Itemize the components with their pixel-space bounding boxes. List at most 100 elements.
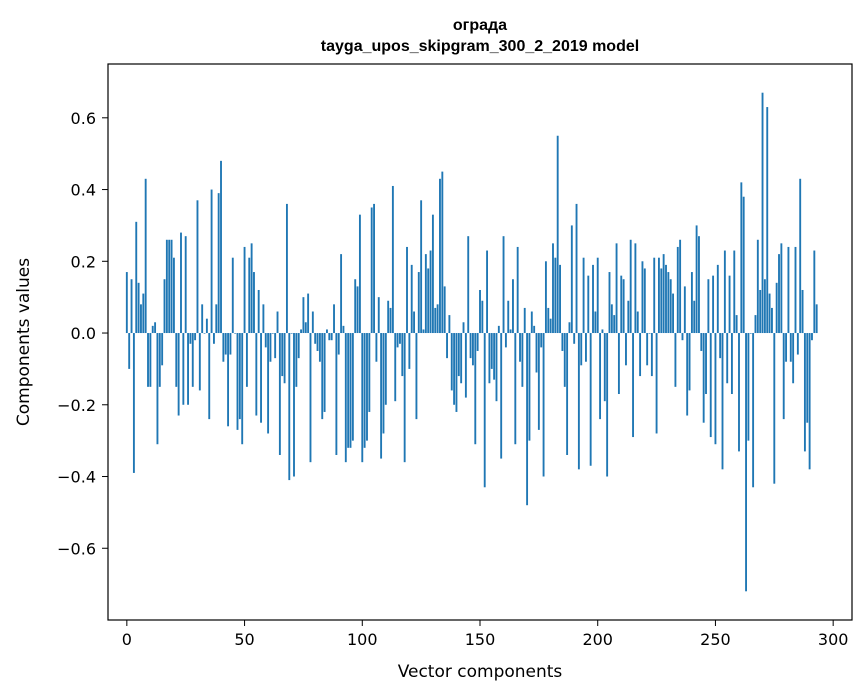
bar [213, 333, 215, 344]
bar [457, 333, 460, 377]
bar [695, 225, 698, 334]
bar [137, 282, 140, 334]
bar [660, 268, 663, 334]
bar [464, 333, 467, 398]
bar [302, 297, 305, 334]
bar [276, 311, 279, 334]
bar [655, 333, 658, 434]
bar [245, 333, 248, 387]
bar [260, 333, 262, 423]
bar [502, 236, 505, 334]
bar [330, 333, 333, 341]
bar [648, 333, 651, 334]
bar [135, 221, 138, 334]
x-tick-label: 150 [465, 630, 496, 649]
bar [429, 250, 432, 334]
bar [563, 333, 566, 387]
y-tick-label: −0.4 [57, 468, 96, 487]
bar [676, 246, 679, 334]
bar [679, 239, 682, 334]
bar [512, 279, 514, 334]
bar [535, 333, 538, 373]
bar [709, 333, 712, 438]
bar [300, 329, 302, 334]
bar [238, 333, 241, 420]
bar [726, 333, 729, 384]
bar [241, 333, 244, 445]
bar [785, 333, 788, 362]
bar [415, 333, 418, 420]
bar [592, 264, 594, 334]
bar [514, 333, 517, 445]
bar [363, 333, 366, 448]
bar [205, 318, 208, 334]
bar [516, 246, 519, 334]
bar [575, 203, 578, 334]
bar [756, 239, 759, 334]
bar [361, 333, 364, 463]
bar [763, 279, 766, 334]
bar [700, 333, 703, 351]
bar [617, 333, 620, 395]
bar [799, 178, 802, 334]
bar [778, 254, 780, 334]
bar [125, 272, 128, 334]
bar [326, 329, 328, 334]
bar [721, 333, 724, 470]
bar [533, 325, 536, 334]
y-axis-ticks: −0.6 −0.4 −0.2 0.0 0.2 0.4 0.6 [57, 109, 108, 558]
bar [537, 333, 540, 430]
bar [745, 333, 747, 592]
bar [222, 333, 225, 362]
bar [771, 307, 773, 334]
bar [471, 333, 474, 366]
bar [474, 333, 477, 445]
bar [318, 333, 321, 362]
bar [285, 203, 288, 334]
bar [384, 333, 387, 405]
bar [683, 286, 686, 334]
bar [253, 272, 255, 334]
bar [128, 333, 131, 369]
bar [311, 311, 314, 334]
bar [184, 236, 187, 334]
bar [187, 333, 189, 405]
bar [775, 282, 778, 334]
bar [168, 239, 171, 334]
bar [580, 333, 583, 366]
bar [281, 333, 284, 377]
bar [585, 333, 587, 362]
bar [262, 304, 265, 334]
bar [608, 272, 611, 334]
bar [669, 279, 672, 334]
bar [462, 322, 465, 334]
y-tick-label: 0.6 [71, 109, 96, 128]
bar [321, 333, 324, 420]
bar [443, 286, 446, 334]
bar [132, 333, 135, 473]
x-tick-label: 0 [122, 630, 132, 649]
bar [594, 311, 597, 334]
bar [307, 293, 310, 334]
y-tick-label: −0.2 [57, 396, 96, 415]
bar [450, 333, 453, 391]
bar [707, 279, 710, 334]
bar [309, 333, 312, 463]
y-tick-label: 0.4 [71, 181, 96, 200]
bar [667, 272, 670, 334]
bar [815, 304, 818, 334]
bar [526, 333, 529, 506]
bar [686, 333, 689, 416]
bar [161, 333, 164, 366]
bar [198, 333, 201, 391]
bar [577, 333, 580, 470]
bar [377, 297, 380, 334]
bar [288, 333, 291, 481]
x-tick-label: 200 [582, 630, 613, 649]
bar [782, 333, 785, 420]
bar [316, 333, 319, 351]
bar [424, 254, 427, 334]
bar [613, 315, 616, 334]
bar [373, 203, 375, 334]
